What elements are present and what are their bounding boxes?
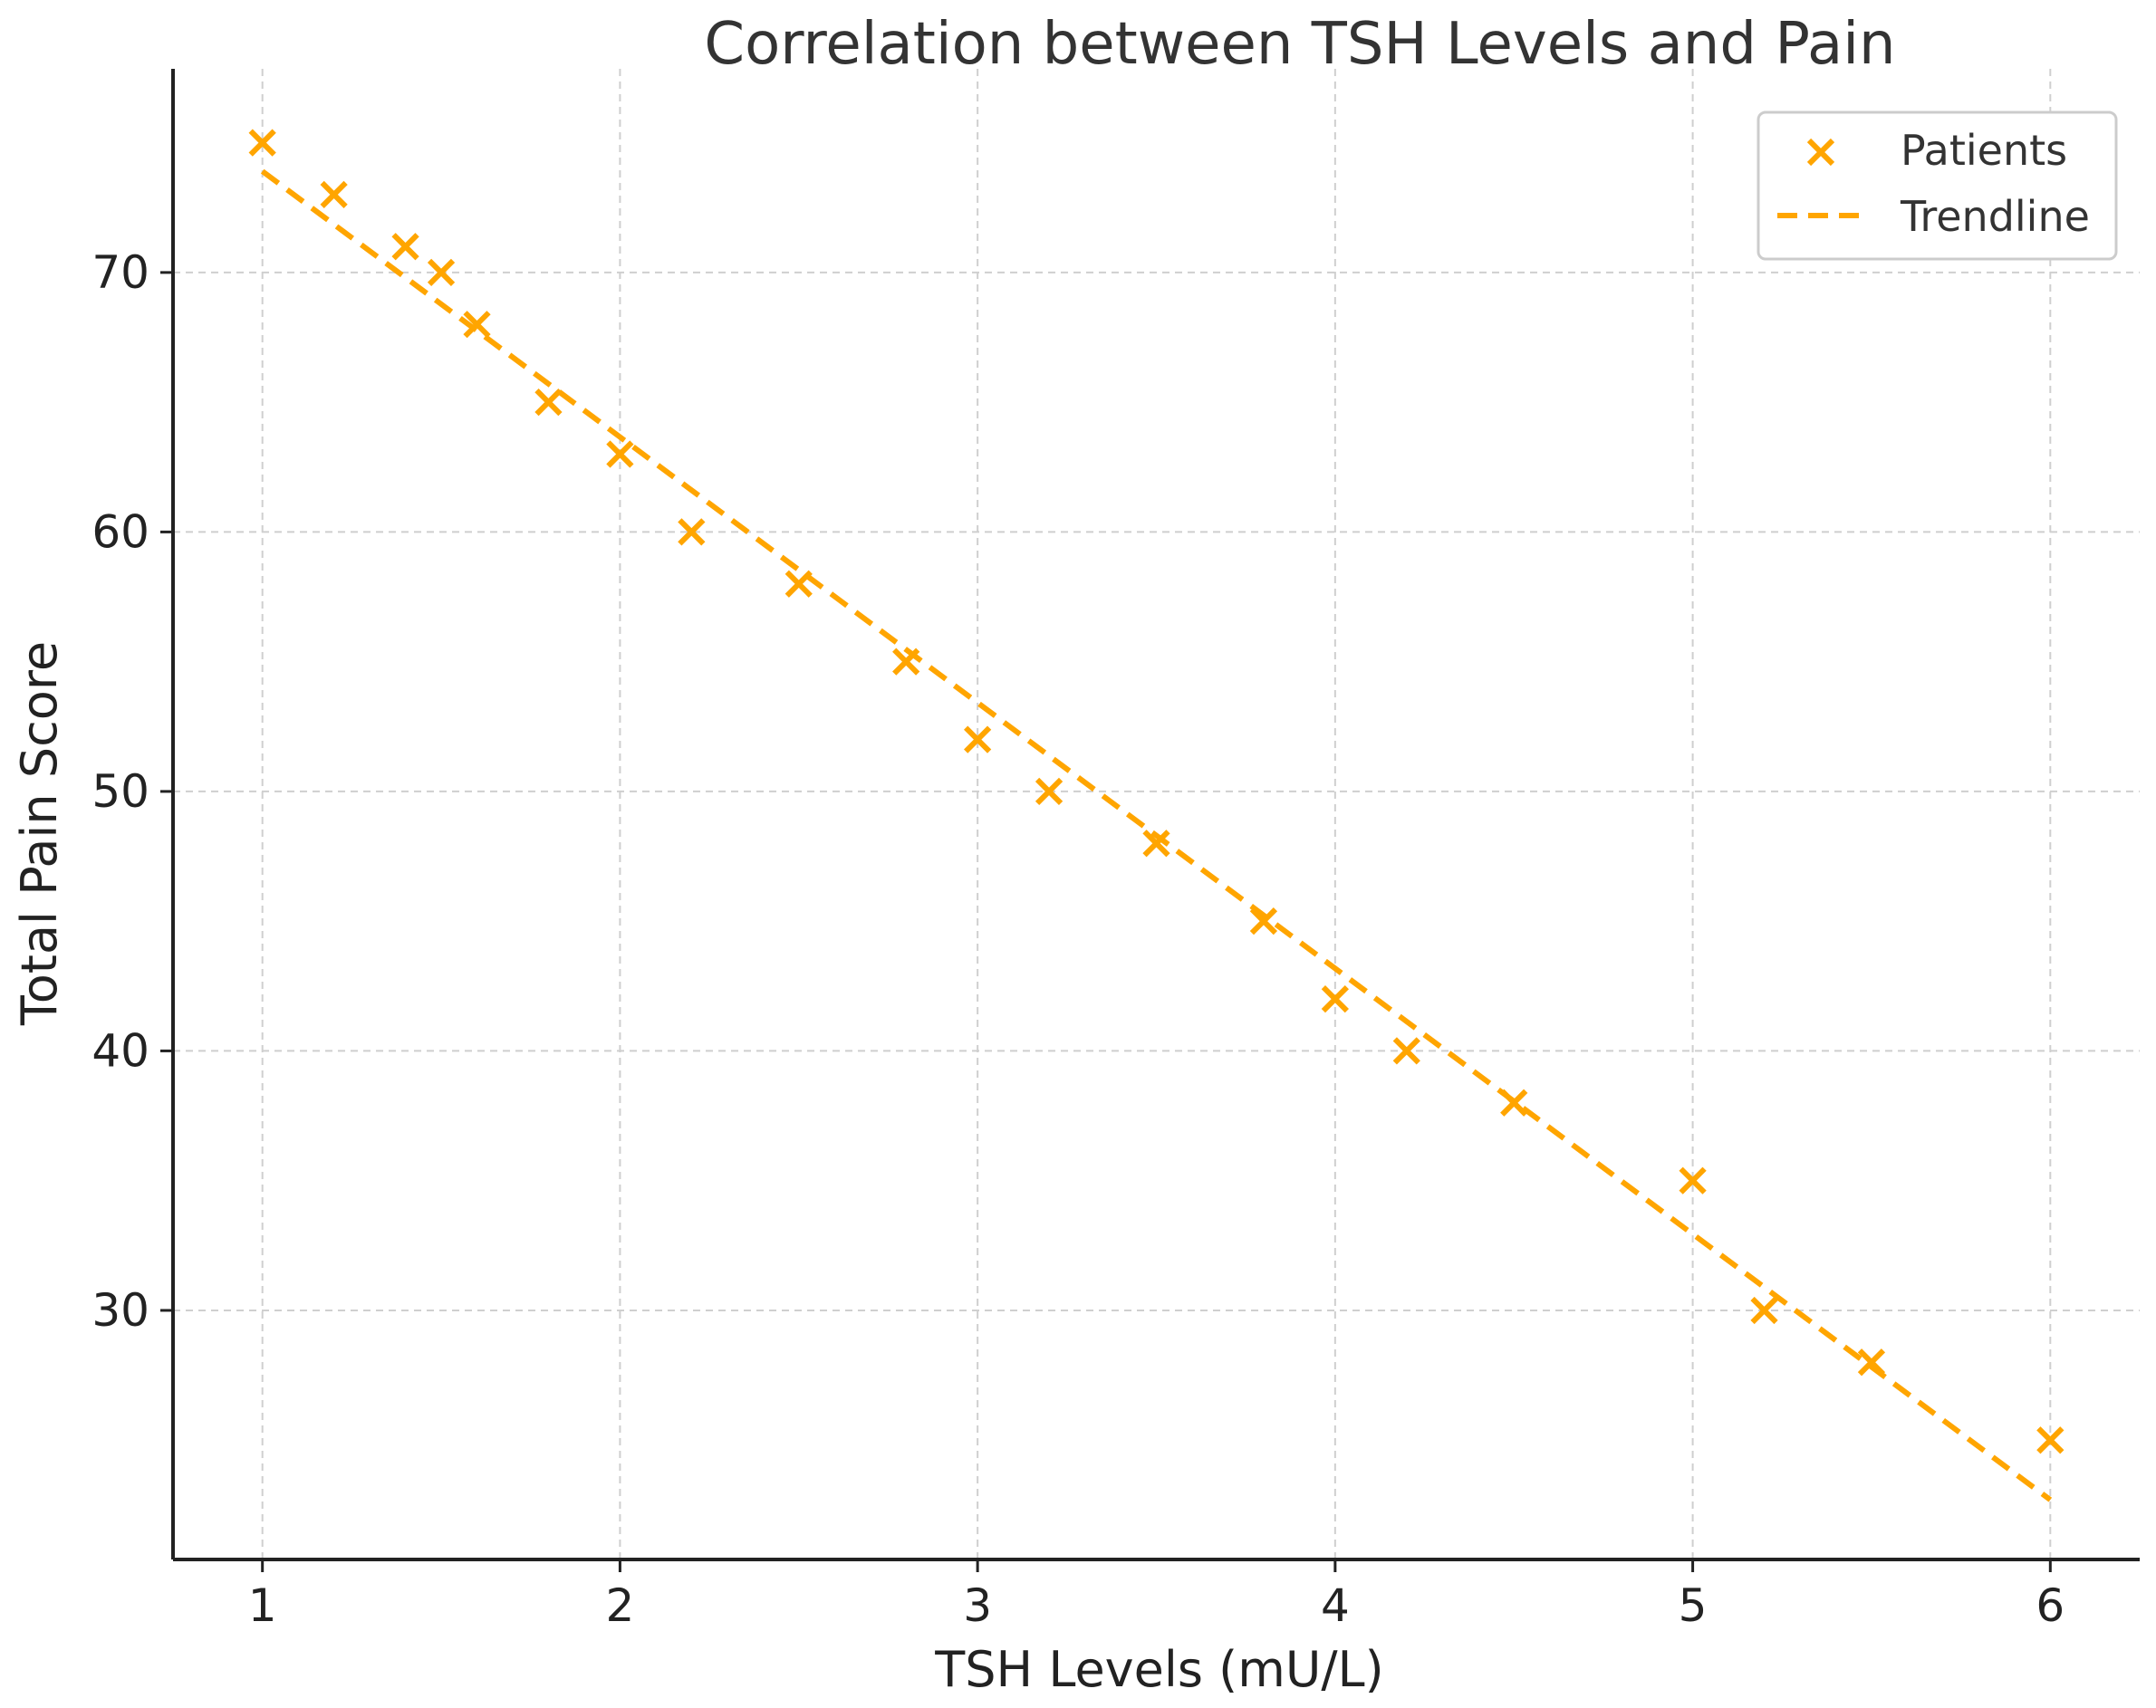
data-point <box>391 233 419 261</box>
data-point <box>1679 1166 1707 1195</box>
y-tick-label: 60 <box>91 505 149 558</box>
x-tick-label: 4 <box>1321 1579 1350 1632</box>
y-tick-label: 50 <box>91 765 149 818</box>
y-axis-label: Total Pain Score <box>11 641 68 1026</box>
data-point <box>248 129 276 157</box>
x-tick-label: 5 <box>1679 1579 1708 1632</box>
data-point <box>1321 985 1349 1013</box>
axes <box>171 69 2140 1561</box>
data-points <box>248 129 2065 1454</box>
grid <box>173 69 2140 1559</box>
data-point <box>964 725 992 753</box>
legend-x-marker <box>1806 138 1835 167</box>
x-tick-label: 1 <box>248 1579 277 1632</box>
data-point <box>320 180 348 209</box>
data-point <box>2036 1426 2065 1454</box>
legend-trendline-label: Trendline <box>1900 192 2090 241</box>
trendline-layer <box>260 168 2053 1502</box>
data-point <box>1750 1296 1778 1325</box>
legend-patients-label: Patients <box>1901 126 2067 175</box>
legend-box <box>1757 110 2118 261</box>
data-point <box>1142 830 1170 858</box>
chart-title: Correlation between TSH Levels and Pain <box>704 11 1895 78</box>
x-tick-label: 6 <box>2036 1579 2065 1632</box>
data-point <box>1857 1348 1886 1377</box>
data-point <box>1500 1089 1528 1117</box>
data-point <box>534 389 563 417</box>
data-point <box>678 518 706 546</box>
x-axis-label: TSH Levels (mU/L) <box>934 1641 1383 1698</box>
data-point <box>463 311 491 339</box>
y-tick-label: 70 <box>91 246 149 299</box>
data-point <box>606 440 634 468</box>
trendline <box>260 168 2053 1502</box>
x-tick-label: 3 <box>963 1579 992 1632</box>
data-point <box>427 258 456 287</box>
data-point <box>1035 777 1064 806</box>
data-point <box>1249 907 1278 936</box>
data-point <box>1392 1037 1420 1065</box>
y-tick-label: 40 <box>91 1024 149 1077</box>
legend-patients-marker <box>1806 138 1835 167</box>
data-point <box>784 570 813 598</box>
x-tick-label: 2 <box>606 1579 635 1632</box>
y-tick-label: 30 <box>91 1284 149 1337</box>
legend: Patients Trendline <box>1757 110 2118 261</box>
data-point <box>892 648 920 676</box>
tick-labels: 1 2 3 4 5 6 30 40 50 60 70 <box>91 246 2065 1632</box>
